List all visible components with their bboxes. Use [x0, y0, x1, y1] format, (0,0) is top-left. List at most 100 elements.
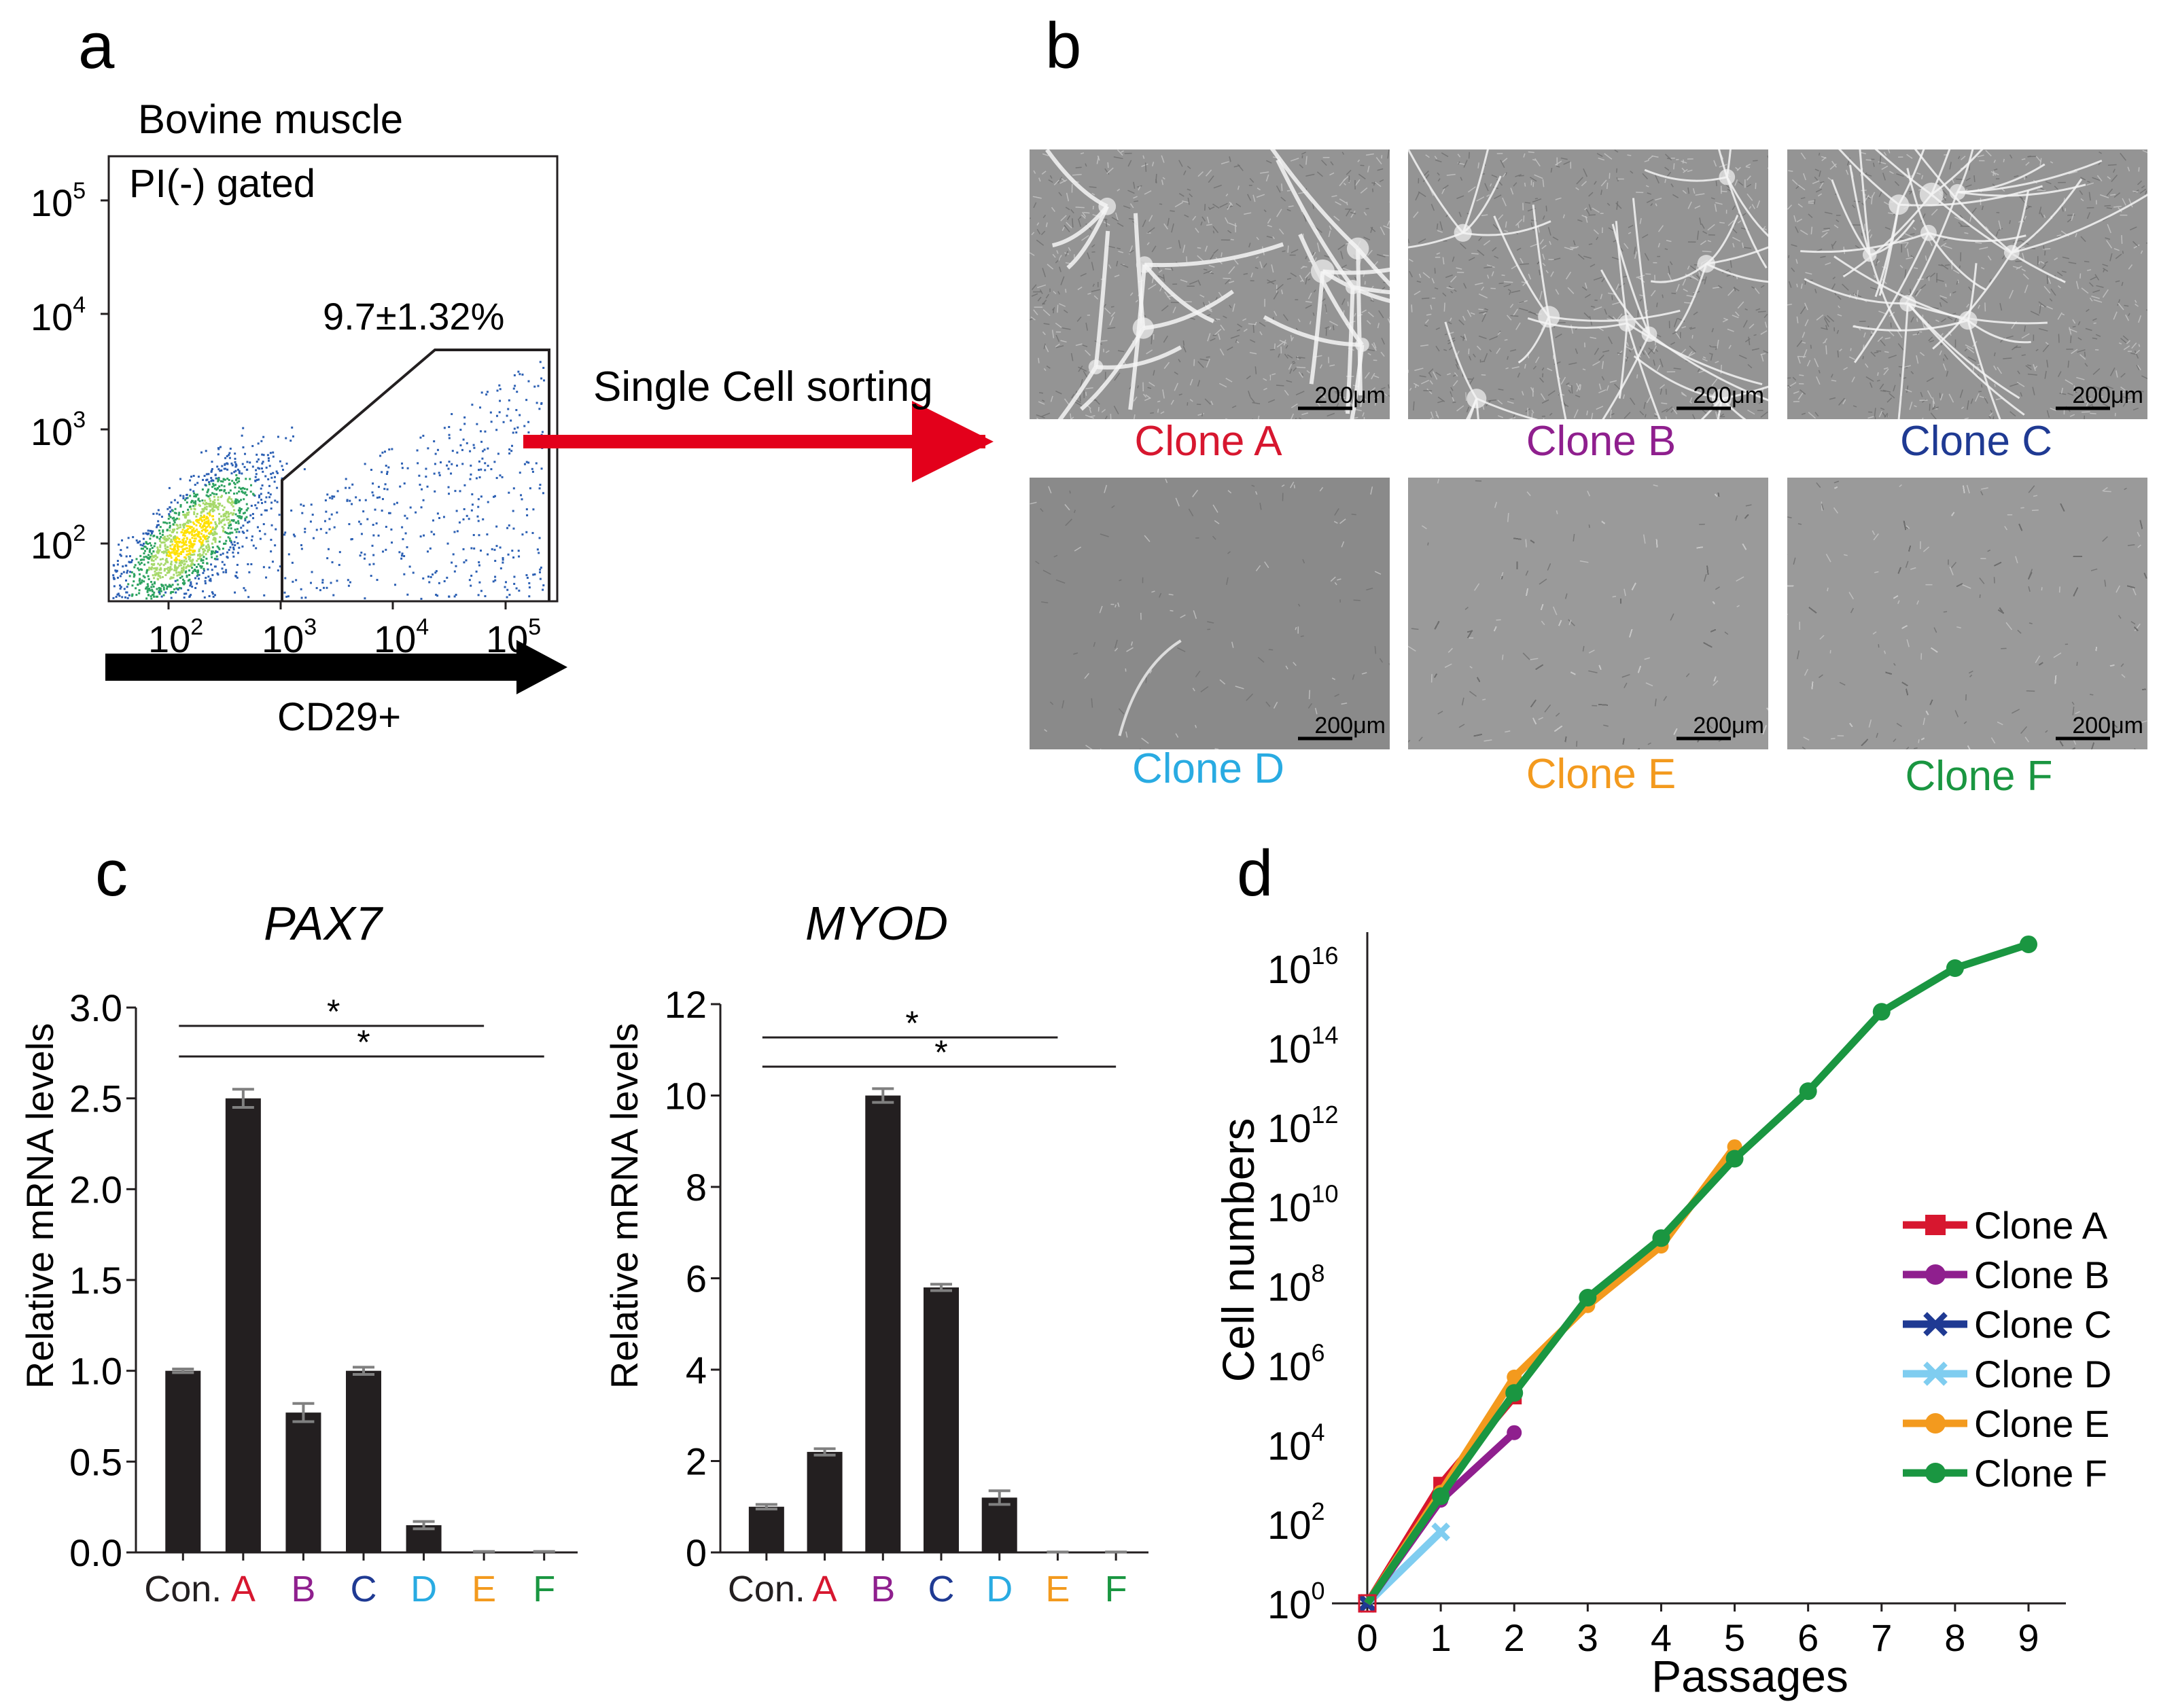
flow-dot — [178, 537, 181, 540]
flow-dot — [164, 559, 167, 562]
flow-dot — [182, 568, 185, 571]
flow-dot — [487, 501, 489, 503]
scale-bar: 200μm — [1677, 713, 1764, 741]
flow-dot — [517, 370, 520, 373]
flow-dot — [242, 427, 245, 429]
flow-dot — [128, 594, 130, 597]
flow-dot — [122, 565, 124, 568]
flow-dot — [222, 509, 224, 512]
flow-dot — [236, 528, 239, 531]
flow-dot — [135, 593, 138, 596]
flow-dot — [180, 553, 183, 556]
flow-scatter-dots — [112, 361, 546, 600]
flow-dot — [177, 527, 180, 529]
flow-dot — [526, 576, 529, 579]
flow-dot — [506, 414, 508, 417]
flow-dot — [200, 544, 203, 546]
flow-dot — [200, 514, 203, 517]
flow-dot — [275, 470, 278, 473]
flow-dot — [166, 546, 169, 548]
flow-dot — [267, 457, 270, 460]
flow-dot — [310, 582, 313, 584]
flow-dot — [157, 563, 160, 565]
flow-dot — [328, 518, 331, 520]
flow-dot — [211, 486, 214, 488]
flow-dot — [368, 563, 371, 566]
flow-dot — [388, 512, 391, 514]
flow-dot — [193, 511, 196, 514]
flow-dot — [336, 580, 338, 582]
flow-dot — [211, 527, 214, 529]
flow-dot — [372, 523, 374, 526]
flow-dot — [242, 486, 245, 489]
flow-dot — [528, 582, 531, 584]
flow-dot — [218, 540, 221, 543]
flow-dot — [183, 544, 186, 546]
flow-dot — [194, 569, 196, 571]
flow-dot — [158, 549, 161, 552]
flow-dot — [276, 501, 279, 503]
legend-item: Clone E — [1903, 1402, 2109, 1445]
flow-dot — [538, 552, 540, 554]
flow-dot — [146, 589, 149, 592]
flow-dot — [205, 505, 208, 508]
flow-dot — [459, 444, 462, 446]
flow-dot — [198, 553, 201, 556]
flow-dot — [122, 571, 125, 573]
flow-dot — [181, 567, 183, 569]
myod-y-label: Relative mRNA levels — [603, 1023, 646, 1389]
flow-dot — [196, 534, 199, 537]
flow-dot — [256, 478, 258, 481]
flow-dot — [186, 550, 188, 552]
flow-dot — [268, 496, 271, 499]
flow-dot — [120, 554, 122, 557]
flow-dot — [190, 508, 192, 510]
flow-dot — [202, 544, 205, 546]
flow-dot — [164, 544, 166, 546]
flow-dot — [237, 522, 240, 524]
flow-dot — [393, 503, 396, 505]
flow-dot — [207, 522, 210, 525]
flow-dot — [205, 553, 207, 556]
flow-dot — [200, 529, 203, 532]
flow-plot-title: Bovine muscle — [138, 96, 403, 142]
flow-dot — [139, 554, 142, 557]
flow-dot — [422, 499, 425, 501]
micrograph-clone-d: 200μm — [1030, 478, 1390, 749]
flow-dot — [212, 515, 215, 518]
flow-dot — [190, 559, 193, 562]
panel-a: Bovine muscle PI(-) gated 9.7±1.32% 105 … — [31, 96, 994, 739]
flow-dot — [333, 526, 336, 529]
flow-dot — [203, 524, 206, 527]
point — [2020, 935, 2037, 953]
flow-dot — [202, 571, 205, 574]
flow-dot — [210, 553, 213, 556]
flow-dot — [443, 580, 446, 583]
flow-dot — [175, 571, 178, 574]
flow-dot — [186, 524, 188, 527]
flow-dot — [204, 549, 207, 552]
flow-dot — [170, 590, 173, 593]
flow-dot — [212, 501, 215, 503]
flow-dot — [243, 487, 246, 490]
flow-dot — [262, 454, 265, 457]
flow-dot — [470, 509, 473, 512]
cell-texture — [1787, 149, 2147, 419]
flow-dot — [482, 450, 485, 452]
flow-dot — [338, 564, 340, 567]
flow-dot — [222, 478, 225, 481]
flow-dot — [415, 511, 417, 514]
flow-dot — [183, 537, 186, 540]
flow-dot — [228, 501, 230, 503]
flow-dot — [188, 550, 190, 552]
flow-dot — [408, 565, 411, 568]
flow-dot — [511, 550, 514, 552]
flow-dot — [183, 514, 186, 516]
flow-dot — [169, 516, 172, 518]
flow-dot — [203, 514, 205, 517]
flow-dot — [184, 556, 187, 559]
flow-dot — [209, 531, 211, 534]
flow-dot — [261, 462, 264, 465]
flow-dot — [469, 478, 472, 480]
flow-dot — [423, 534, 425, 537]
